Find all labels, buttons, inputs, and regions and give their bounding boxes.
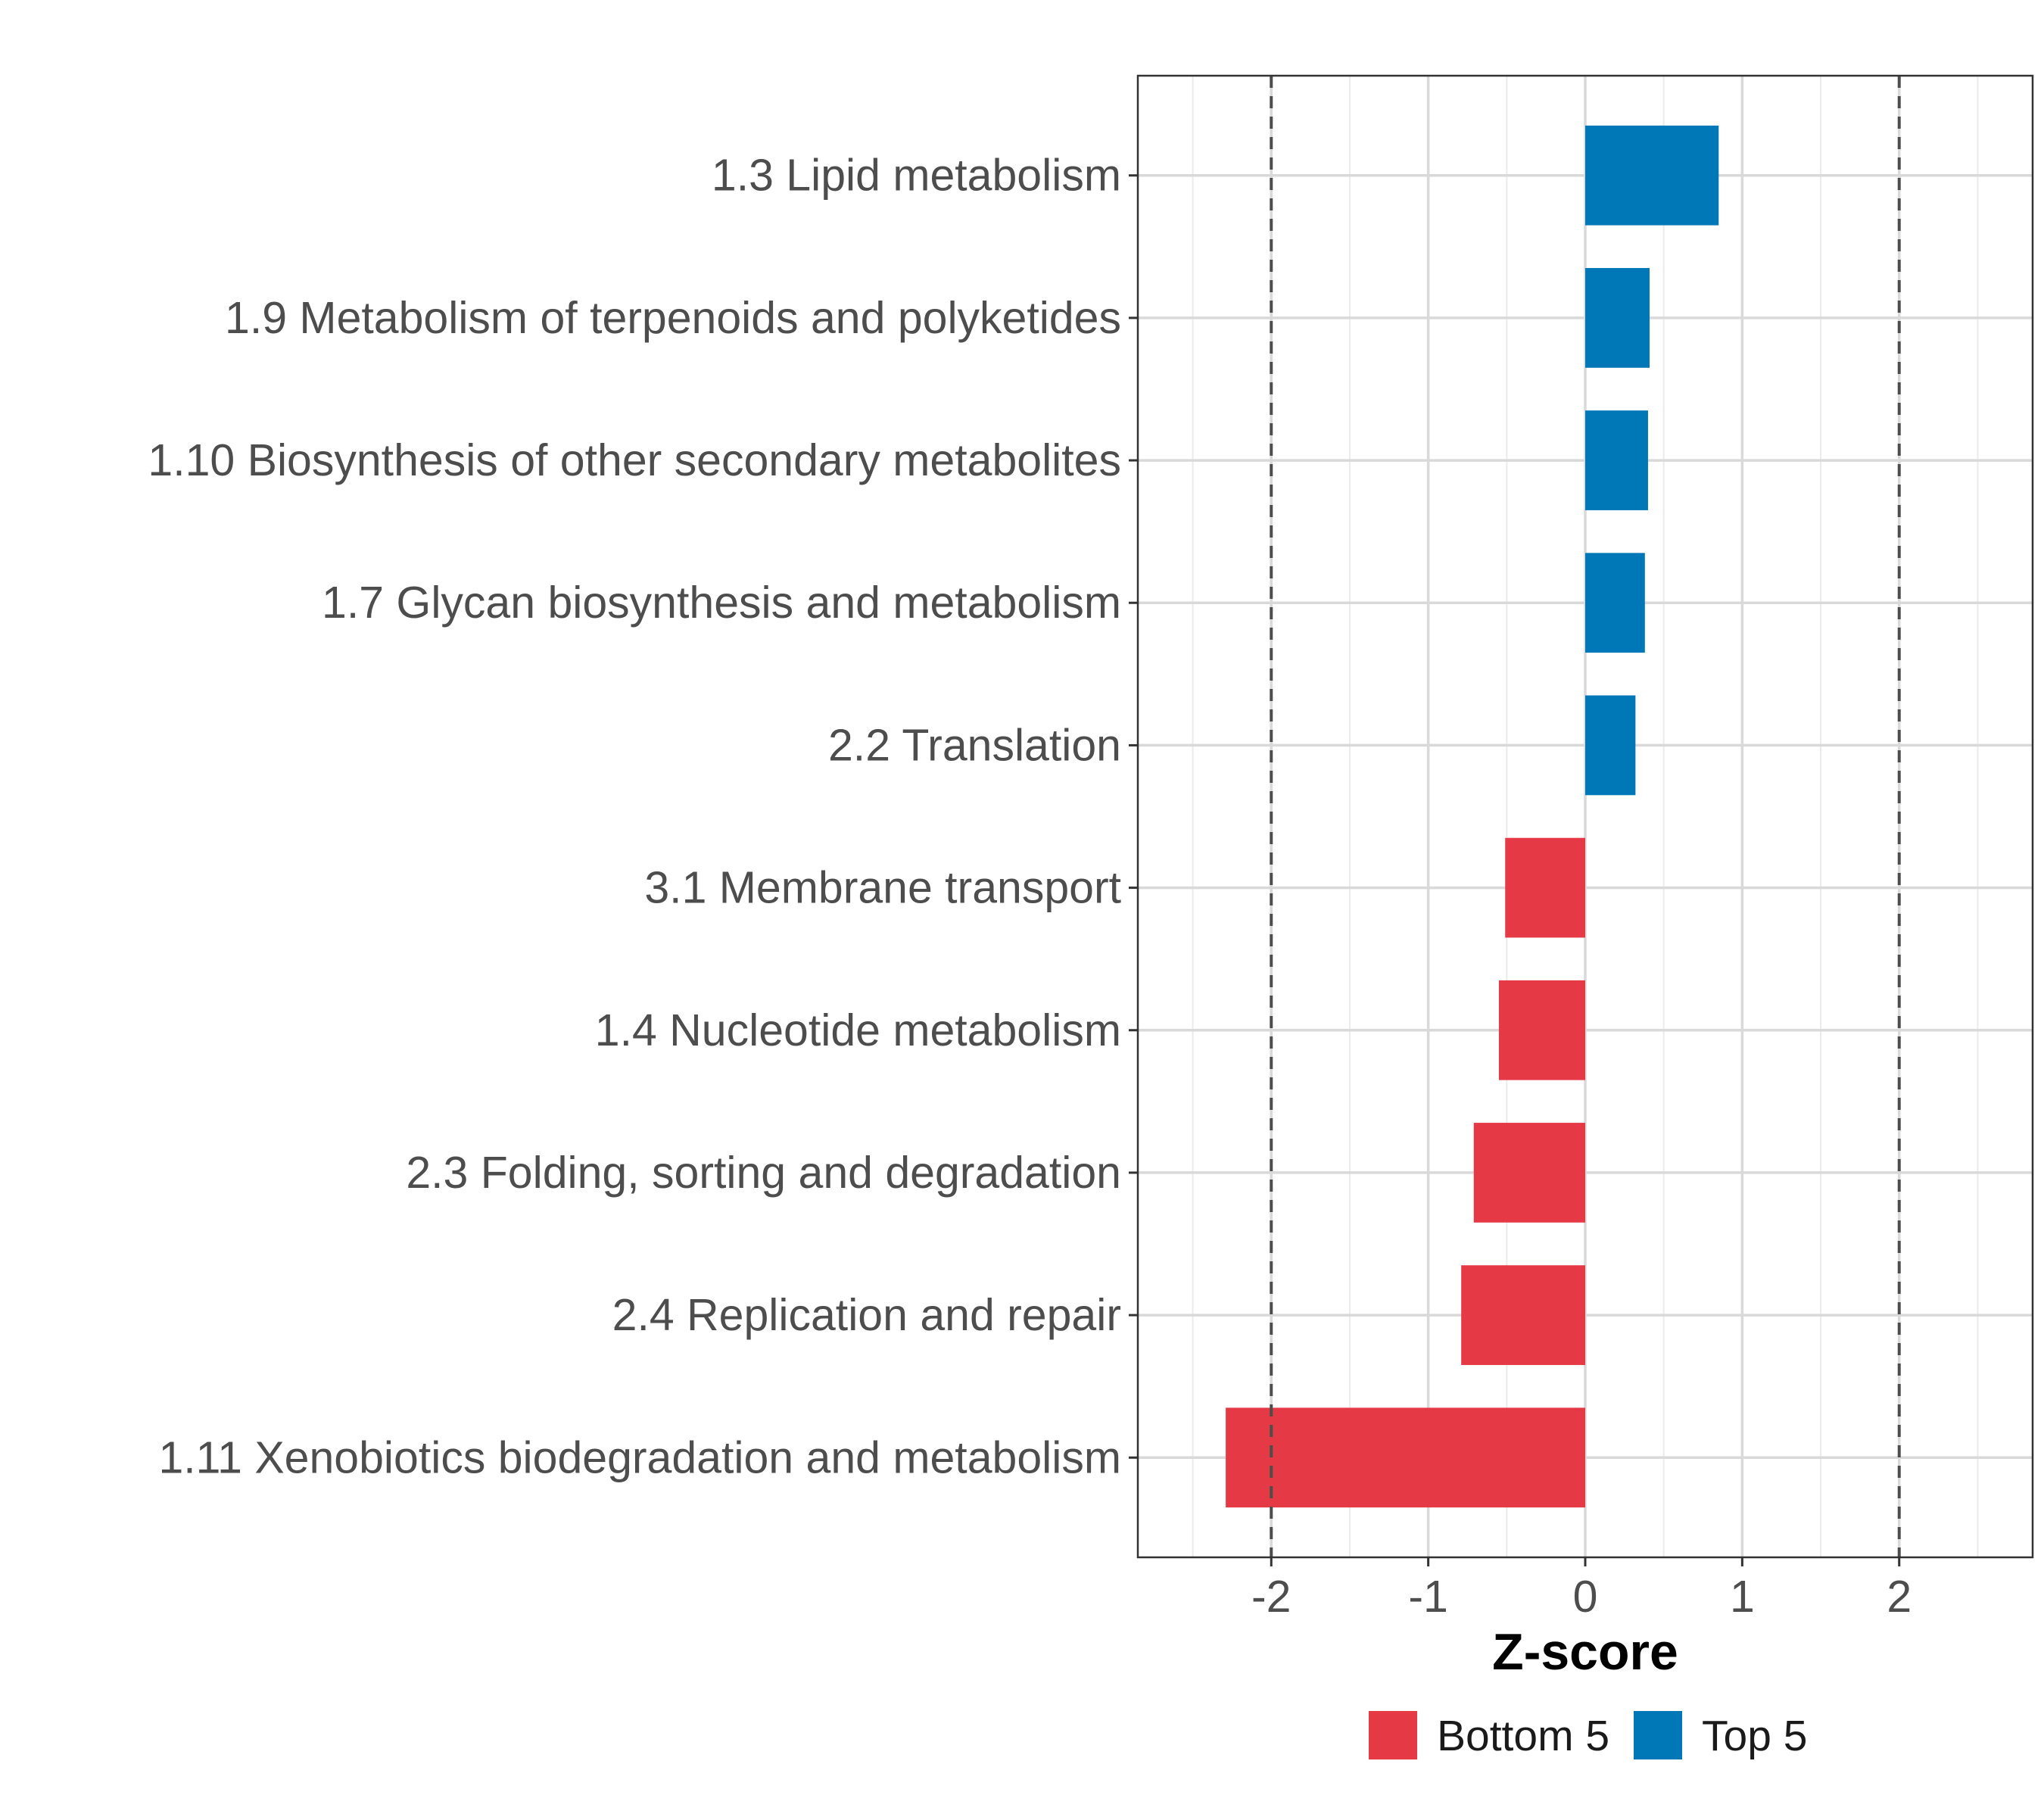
bar bbox=[1226, 1407, 1585, 1508]
bar bbox=[1585, 125, 1719, 226]
category-label: 2.2 Translation bbox=[828, 720, 1121, 770]
bar bbox=[1585, 695, 1636, 796]
category-label: 1.7 Glycan biosynthesis and metabolism bbox=[322, 578, 1121, 628]
x-tick-label: 1 bbox=[1730, 1572, 1755, 1622]
legend-swatch bbox=[1369, 1711, 1417, 1759]
bar bbox=[1585, 410, 1648, 510]
y-axis-labels: 1.3 Lipid metabolism 1.9 Metabolism of te… bbox=[148, 151, 1121, 1483]
category-label: 1.10 Biosynthesis of other secondary met… bbox=[148, 435, 1121, 485]
bar bbox=[1461, 1265, 1585, 1365]
category-label: 2.3 Folding, sorting and degradation bbox=[406, 1148, 1121, 1198]
x-axis-labels: -2 -1 0 1 2 bbox=[1251, 1572, 1912, 1622]
category-label: 1.3 Lipid metabolism bbox=[712, 151, 1121, 201]
category-label: 1.9 Metabolism of terpenoids and polyket… bbox=[225, 293, 1121, 343]
category-label: 1.4 Nucleotide metabolism bbox=[595, 1005, 1121, 1055]
x-tick-label: -2 bbox=[1251, 1572, 1291, 1622]
bars bbox=[1226, 125, 1719, 1508]
y-axis-ticks bbox=[1129, 174, 1138, 1459]
legend-swatch bbox=[1634, 1711, 1682, 1759]
legend-label: Top 5 bbox=[1702, 1712, 1807, 1760]
bar bbox=[1585, 553, 1645, 653]
legend: Bottom 5 Top 5 bbox=[1369, 1711, 1807, 1760]
reference-lines bbox=[1270, 76, 1901, 1557]
x-tick-label: 2 bbox=[1887, 1572, 1912, 1622]
bar bbox=[1498, 980, 1585, 1080]
legend-label: Bottom 5 bbox=[1437, 1712, 1609, 1760]
x-axis-title: Z-score bbox=[1492, 1623, 1678, 1681]
category-label: 2.4 Replication and repair bbox=[612, 1290, 1121, 1340]
bar bbox=[1585, 268, 1650, 368]
category-label: 1.11 Xenobiotics biodegradation and meta… bbox=[158, 1432, 1121, 1482]
bar bbox=[1505, 837, 1585, 938]
category-label: 3.1 Membrane transport bbox=[644, 863, 1121, 913]
x-tick-label: 0 bbox=[1573, 1572, 1598, 1622]
bar bbox=[1473, 1123, 1585, 1223]
x-axis-ticks bbox=[1270, 1557, 1901, 1566]
x-tick-label: -1 bbox=[1408, 1572, 1447, 1622]
